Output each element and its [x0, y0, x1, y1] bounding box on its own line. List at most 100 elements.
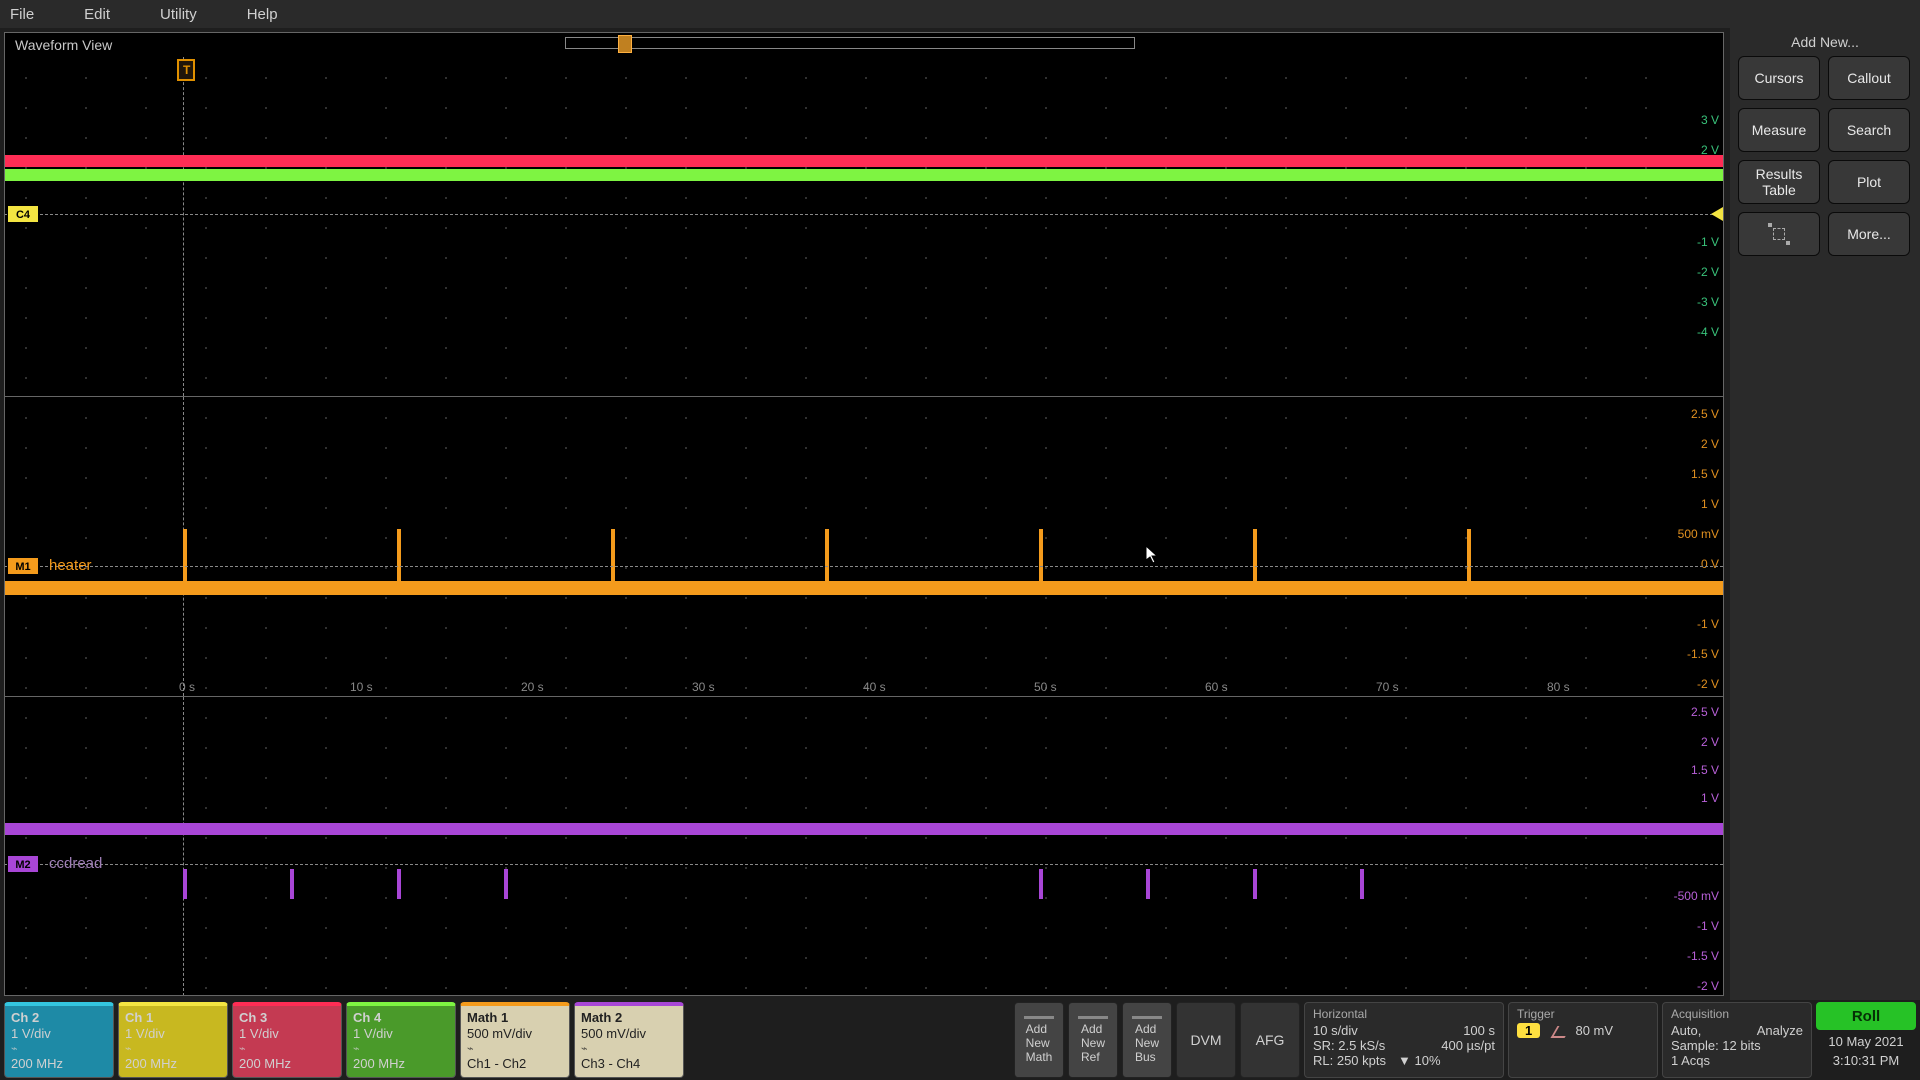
side-btn-callout[interactable]: Callout	[1828, 56, 1910, 100]
side-btn-search[interactable]: Search	[1828, 108, 1910, 152]
x-tick: 70 s	[1376, 680, 1399, 694]
waveform-trace	[5, 169, 1723, 181]
waveform-trace	[5, 823, 1723, 835]
dvm-button[interactable]: DVM	[1176, 1002, 1236, 1078]
y-label: 2.5 V	[1691, 705, 1719, 719]
pulse	[397, 869, 401, 899]
y-label: 0 V	[1701, 557, 1719, 571]
acquisition-panel[interactable]: Acquisition Auto,Analyze Sample: 12 bits…	[1662, 1002, 1812, 1078]
waveform-pane-p2[interactable]: 2.5 V2 V1.5 V1 V500 mV0 V-1 V-1.5 V-2 VM…	[5, 397, 1723, 697]
x-tick: 50 s	[1034, 680, 1057, 694]
pulse	[1039, 869, 1043, 899]
menubar: File Edit Utility Help	[0, 0, 1920, 28]
add-new-panel: Add New... CursorsCalloutMeasureSearchRe…	[1730, 28, 1920, 1000]
waveform-title: Waveform View	[15, 37, 112, 53]
y-label: -3 V	[1697, 295, 1719, 309]
afg-button[interactable]: AFG	[1240, 1002, 1300, 1078]
y-label: 3 V	[1701, 113, 1719, 127]
y-label: -2 V	[1697, 979, 1719, 993]
x-tick: 0 s	[179, 680, 195, 694]
menu-edit[interactable]: Edit	[84, 6, 110, 23]
waveform-pane-p1[interactable]: 3 V2 V-1 V-2 V-3 V-4 VC4	[5, 57, 1723, 397]
y-label: -500 mV	[1674, 889, 1719, 903]
y-label: -2 V	[1697, 265, 1719, 279]
x-tick: 30 s	[692, 680, 715, 694]
y-label: 500 mV	[1678, 527, 1719, 541]
channel-badge[interactable]: C4	[7, 205, 39, 223]
y-label: -2 V	[1697, 677, 1719, 691]
time-scrollbar[interactable]	[565, 37, 1135, 49]
y-label: 1.5 V	[1691, 763, 1719, 777]
waveform-trace	[5, 581, 1723, 595]
add-new-title: Add New...	[1738, 34, 1912, 50]
x-tick: 80 s	[1547, 680, 1570, 694]
add-bus-button[interactable]: AddNewBus	[1122, 1002, 1172, 1078]
trigger-time-line	[183, 57, 184, 396]
y-label: -4 V	[1697, 325, 1719, 339]
add-ref-button[interactable]: AddNewRef	[1068, 1002, 1118, 1078]
channel-tab-Ch 2[interactable]: Ch 2 1 V/div ⌁ 200 MHz	[4, 1002, 114, 1078]
channel-tab-Ch 1[interactable]: Ch 1 1 V/div ⌁ 200 MHz	[118, 1002, 228, 1078]
y-label: 1.5 V	[1691, 467, 1719, 481]
side-btn-more[interactable]: More...	[1828, 212, 1910, 256]
pulse	[1039, 529, 1043, 581]
channel-tab-Math 2[interactable]: Math 2 500 mV/div ⌁ Ch3 - Ch4	[574, 1002, 684, 1078]
autoset-icon	[1768, 223, 1790, 245]
pulse	[1360, 869, 1364, 899]
channel-tab-Ch 3[interactable]: Ch 3 1 V/div ⌁ 200 MHz	[232, 1002, 342, 1078]
horizontal-panel[interactable]: Horizontal 10 s/div100 s SR: 2.5 kS/s400…	[1304, 1002, 1504, 1078]
menu-file[interactable]: File	[10, 6, 34, 23]
x-tick: 40 s	[863, 680, 886, 694]
add-math-button[interactable]: AddNewMath	[1014, 1002, 1064, 1078]
side-btn-cursors[interactable]: Cursors	[1738, 56, 1820, 100]
pulse	[1146, 869, 1150, 899]
zero-line	[5, 566, 1723, 567]
x-tick: 20 s	[521, 680, 544, 694]
pulse	[290, 869, 294, 899]
math-label: heater	[49, 557, 92, 574]
pulse	[397, 529, 401, 581]
channel-tab-Math 1[interactable]: Math 1 500 mV/div ⌁ Ch1 - Ch2	[460, 1002, 570, 1078]
side-btn-plot[interactable]: Plot	[1828, 160, 1910, 204]
side-btn-measure[interactable]: Measure	[1738, 108, 1820, 152]
bottom-bar: Ch 2 1 V/div ⌁ 200 MHz Ch 1 1 V/div ⌁ 20…	[0, 1000, 1920, 1080]
roll-button[interactable]: Roll	[1816, 1002, 1916, 1030]
trigger-marker[interactable]	[177, 59, 195, 81]
channel-badge[interactable]: M2	[7, 855, 39, 873]
y-label: -1 V	[1697, 919, 1719, 933]
waveform-trace	[5, 155, 1723, 167]
side-btn-results table[interactable]: Results Table	[1738, 160, 1820, 204]
y-label: -1 V	[1697, 235, 1719, 249]
y-label: -1.5 V	[1687, 647, 1719, 661]
pulse	[611, 529, 615, 581]
pulse	[1467, 529, 1471, 581]
pulse	[825, 529, 829, 581]
scrollbar-thumb[interactable]	[618, 35, 632, 53]
y-label: 2.5 V	[1691, 407, 1719, 421]
zero-line	[5, 864, 1723, 865]
math-label: ccdread	[49, 855, 102, 872]
y-label: 2 V	[1701, 735, 1719, 749]
y-label: 1 V	[1701, 497, 1719, 511]
menu-help[interactable]: Help	[247, 6, 278, 23]
autoset-icon-button[interactable]	[1738, 212, 1820, 256]
pulse	[1253, 869, 1257, 899]
y-label: 1 V	[1701, 791, 1719, 805]
waveform-view[interactable]: Waveform View 3 V 2 V -1 V -2 V -3 V -4 V C4 2.…	[4, 32, 1724, 996]
channel-badge[interactable]: M1	[7, 557, 39, 575]
rising-edge-icon	[1550, 1026, 1571, 1038]
x-tick: 60 s	[1205, 680, 1228, 694]
date-label: 10 May 2021	[1816, 1034, 1916, 1049]
x-tick: 10 s	[350, 680, 373, 694]
trigger-level-icon[interactable]	[1711, 207, 1723, 221]
zero-line	[5, 214, 1723, 215]
trigger-time-line	[183, 697, 184, 996]
pulse	[1253, 529, 1257, 581]
pulse	[504, 869, 508, 899]
pulse	[183, 529, 187, 581]
channel-tab-Ch 4[interactable]: Ch 4 1 V/div ⌁ 200 MHz	[346, 1002, 456, 1078]
menu-utility[interactable]: Utility	[160, 6, 197, 23]
trigger-panel[interactable]: Trigger 1 80 mV	[1508, 1002, 1658, 1078]
waveform-pane-p3[interactable]: 2.5 V2 V1.5 V1 V-500 mV-1 V-1.5 V-2 VM2c…	[5, 697, 1723, 996]
time-label: 3:10:31 PM	[1816, 1053, 1916, 1068]
